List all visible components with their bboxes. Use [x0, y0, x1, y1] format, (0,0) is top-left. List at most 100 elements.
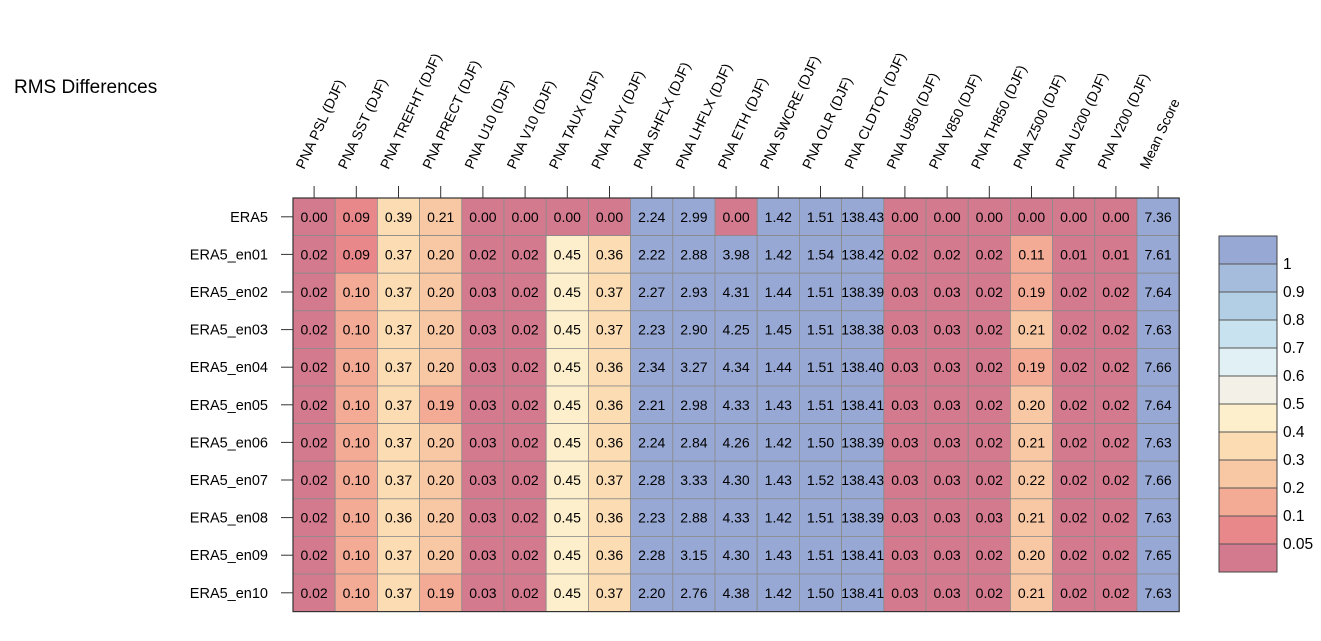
- cell-value: 1.51: [807, 322, 834, 338]
- row-label: ERA5_en04: [190, 360, 268, 376]
- heatmap-cell: [799, 385, 843, 424]
- heatmap-cell: [1010, 235, 1054, 274]
- cell-value: 0.03: [469, 284, 496, 300]
- heatmap-cell: [967, 423, 1011, 462]
- heatmap-cell: [419, 310, 463, 349]
- cell-value: 2.24: [638, 434, 665, 450]
- row-label: ERA5_en08: [190, 511, 268, 527]
- cell-value: 0.03: [469, 397, 496, 413]
- heatmap-cell: [503, 423, 547, 462]
- colorbar-bin: [1219, 236, 1277, 264]
- heatmap-cell: [1010, 310, 1054, 349]
- cell-value: 0.02: [1060, 322, 1087, 338]
- cell-value: 0.02: [1060, 547, 1087, 563]
- colorbar-label: 0.4: [1283, 424, 1305, 441]
- heatmap-cell: [841, 310, 885, 349]
- cell-value: 0.36: [596, 547, 623, 563]
- cell-value: 0.02: [511, 397, 538, 413]
- cell-value: 0.10: [343, 284, 370, 300]
- heatmap-cell: [841, 498, 885, 537]
- cell-value: 0.20: [427, 434, 454, 450]
- cell-value: 0.03: [891, 397, 918, 413]
- cell-value: 2.93: [680, 284, 707, 300]
- heatmap-cell: [714, 272, 758, 312]
- cell-value: 0.20: [1018, 547, 1045, 563]
- heatmap-cell: [799, 498, 843, 537]
- cell-value: 0.37: [385, 472, 412, 488]
- cell-value: 0.10: [343, 397, 370, 413]
- heatmap-cell: [588, 460, 632, 500]
- heatmap-cell: [334, 460, 378, 500]
- heatmap-cell: [672, 498, 716, 537]
- cell-value: 0.02: [300, 246, 327, 262]
- cell-value: 7.66: [1144, 359, 1171, 375]
- cell-value: 1.50: [807, 585, 834, 601]
- heatmap-cell: [292, 347, 336, 387]
- heatmap-cell: [334, 235, 378, 274]
- heatmap-cell: [1052, 310, 1096, 349]
- heatmap-cell: [503, 272, 547, 312]
- cell-value: 4.26: [722, 434, 749, 450]
- cell-value: 1.51: [807, 359, 834, 375]
- heatmap-cell: [756, 197, 800, 236]
- heatmap-cell: [1136, 536, 1180, 575]
- cell-value: 0.10: [343, 434, 370, 450]
- cell-value: 0.45: [554, 284, 581, 300]
- cell-value: 2.21: [638, 397, 665, 413]
- cell-value: 3.15: [680, 547, 707, 563]
- heatmap-cell: [1052, 235, 1096, 274]
- heatmap-cell: [461, 385, 505, 424]
- cell-value: 0.02: [511, 547, 538, 563]
- colorbar-bin: [1219, 376, 1277, 404]
- heatmap-cell: [292, 573, 336, 612]
- heatmap-cell: [883, 460, 927, 500]
- cell-value: 4.33: [722, 397, 749, 413]
- cell-value: 0.01: [1102, 246, 1129, 262]
- cell-value: 0.21: [1018, 585, 1045, 601]
- heatmap-cell: [841, 385, 885, 424]
- cell-value: 0.02: [1102, 472, 1129, 488]
- heatmap-cell: [967, 385, 1011, 424]
- heatmap-cell: [376, 423, 420, 462]
- cell-value: 0.36: [596, 359, 623, 375]
- heatmap-cell: [588, 272, 632, 312]
- cell-value: 0.21: [427, 209, 454, 225]
- heatmap-cell: [925, 423, 969, 462]
- cell-value: 2.28: [638, 547, 665, 563]
- colorbar-label: 0.2: [1283, 480, 1305, 497]
- cell-value: 0.03: [469, 359, 496, 375]
- cell-value: 0.37: [596, 322, 623, 338]
- row-label: ERA5_en02: [190, 285, 268, 301]
- heatmap-cell: [376, 310, 420, 349]
- cell-value: 1.42: [765, 434, 792, 450]
- cell-value: 0.03: [469, 547, 496, 563]
- heatmap-cell: [1094, 310, 1138, 349]
- heatmap-cell: [1094, 573, 1138, 612]
- cell-value: 7.66: [1144, 472, 1171, 488]
- cell-value: 0.02: [511, 510, 538, 526]
- colorbar: 1 0.9 0.8 0.7 0.6 0.5 0.4 0.3 0.2 0.1 0.05: [1218, 235, 1313, 573]
- cell-value: 0.03: [891, 434, 918, 450]
- cell-value: 138.41: [841, 585, 884, 601]
- cell-value: 0.02: [511, 359, 538, 375]
- cell-value: 0.00: [1018, 209, 1045, 225]
- cell-value: 0.00: [469, 209, 496, 225]
- heatmap-cell: [883, 235, 927, 274]
- cell-value: 0.01: [1060, 246, 1087, 262]
- cell-value: 0.20: [427, 322, 454, 338]
- heatmap-cell: [630, 423, 674, 462]
- cell-value: 0.02: [1060, 284, 1087, 300]
- cell-value: 2.20: [638, 585, 665, 601]
- cell-value: 0.03: [891, 585, 918, 601]
- cell-value: 138.40: [841, 359, 884, 375]
- cell-value: 2.28: [638, 472, 665, 488]
- cell-value: 0.20: [1018, 397, 1045, 413]
- heatmap-cell: [925, 197, 969, 236]
- cell-value: 0.10: [343, 359, 370, 375]
- colorbar-label: 0.9: [1283, 284, 1305, 301]
- row-label: ERA5_en10: [190, 586, 268, 602]
- cell-value: 138.39: [841, 284, 884, 300]
- heatmap-cell: [588, 536, 632, 575]
- heatmap-cell: [714, 347, 758, 387]
- heatmap-cell: [925, 310, 969, 349]
